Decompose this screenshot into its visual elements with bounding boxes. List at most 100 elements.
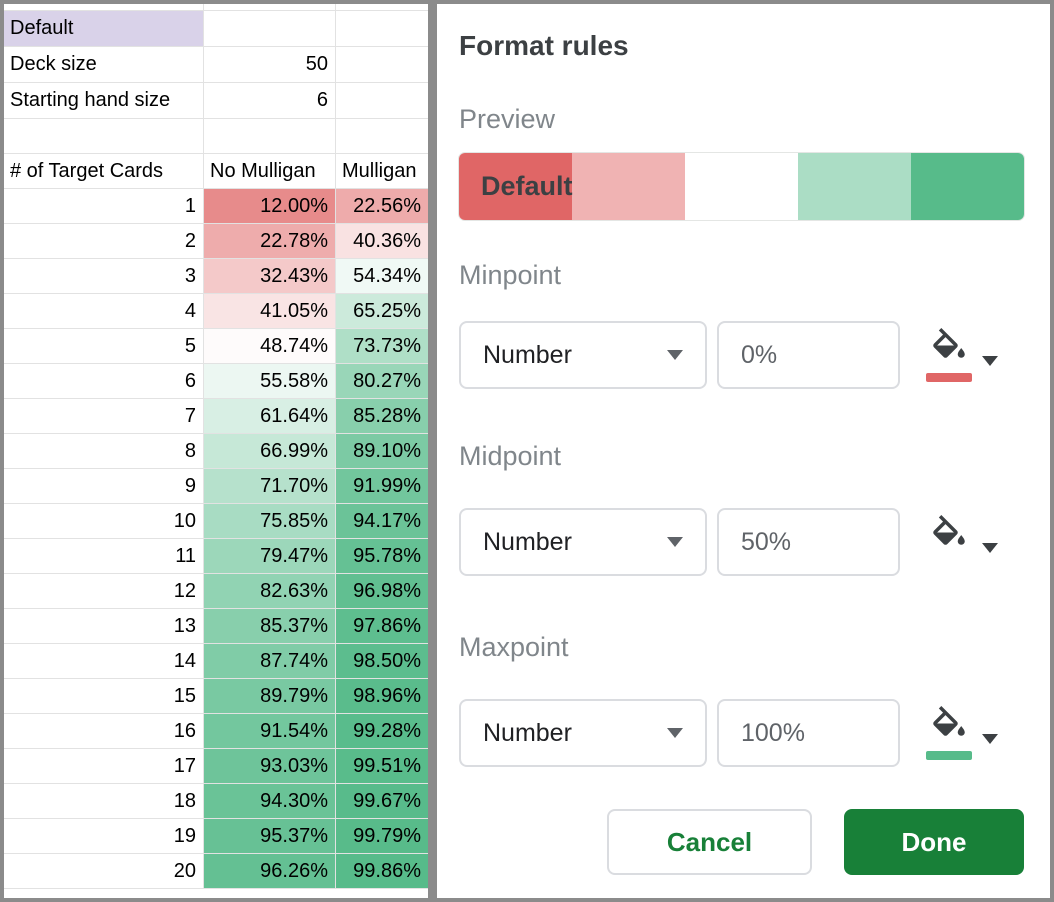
done-button[interactable]: Done (844, 809, 1024, 875)
cell-mulligan[interactable]: 98.50% (336, 644, 428, 678)
minpoint-value-input[interactable] (717, 321, 900, 389)
maxpoint-value-input[interactable] (717, 699, 900, 767)
cell-mulligan[interactable]: 97.86% (336, 609, 428, 643)
cell-no-mulligan[interactable]: 93.03% (204, 749, 336, 783)
cell-target-count[interactable]: 8 (4, 434, 204, 468)
table-row: 4 41.05% 65.25% (4, 294, 428, 329)
cell-mulligan[interactable]: 95.78% (336, 539, 428, 573)
cell-no-mulligan[interactable]: 89.79% (204, 679, 336, 713)
midpoint-type-dropdown[interactable]: Number (459, 508, 707, 576)
cell-empty[interactable] (336, 47, 428, 82)
spreadsheet: Default Deck size 50 Starting hand size … (4, 4, 428, 898)
cell-no-mulligan[interactable]: 79.47% (204, 539, 336, 573)
cell-no-mulligan[interactable]: 66.99% (204, 434, 336, 468)
header-no-mulligan[interactable]: No Mulligan (204, 154, 336, 188)
cell-mulligan[interactable]: 99.67% (336, 784, 428, 818)
cell-target-count[interactable]: 4 (4, 294, 204, 328)
cell-target-count[interactable]: 9 (4, 469, 204, 503)
cell-target-count[interactable]: 10 (4, 504, 204, 538)
midpoint-type-value: Number (483, 527, 572, 556)
cell-target-count[interactable]: 11 (4, 539, 204, 573)
cell-mulligan[interactable]: 85.28% (336, 399, 428, 433)
cell-mulligan[interactable]: 65.25% (336, 294, 428, 328)
cell-target-count[interactable]: 20 (4, 854, 204, 888)
cell-target-count[interactable]: 13 (4, 609, 204, 643)
cell-mulligan[interactable]: 73.73% (336, 329, 428, 363)
cell-mulligan[interactable]: 91.99% (336, 469, 428, 503)
cell-no-mulligan[interactable]: 95.37% (204, 819, 336, 853)
cell-no-mulligan[interactable]: 82.63% (204, 574, 336, 608)
table-row: 5 48.74% 73.73% (4, 329, 428, 364)
table-row: 17 93.03% 99.51% (4, 749, 428, 784)
maxpoint-type-dropdown[interactable]: Number (459, 699, 707, 767)
cell-mulligan[interactable]: 99.79% (336, 819, 428, 853)
cell-mulligan[interactable]: 98.96% (336, 679, 428, 713)
cell-target-count[interactable]: 19 (4, 819, 204, 853)
cell-deck-size-value[interactable]: 50 (204, 47, 336, 82)
header-target-cards[interactable]: # of Target Cards (4, 154, 204, 188)
cell-empty[interactable] (204, 11, 336, 46)
cell-target-count[interactable]: 1 (4, 189, 204, 223)
midpoint-fill-color-button[interactable] (926, 515, 998, 569)
panel-divider[interactable] (428, 4, 437, 898)
cell-mulligan[interactable]: 40.36% (336, 224, 428, 258)
cell-target-count[interactable]: 17 (4, 749, 204, 783)
cell-mulligan[interactable]: 89.10% (336, 434, 428, 468)
table-row: 7 61.64% 85.28% (4, 399, 428, 434)
cell-target-count[interactable]: 3 (4, 259, 204, 293)
table-row: 1 12.00% 22.56% (4, 189, 428, 224)
cell-mulligan[interactable]: 22.56% (336, 189, 428, 223)
cell-target-count[interactable]: 18 (4, 784, 204, 818)
table-row: 8 66.99% 89.10% (4, 434, 428, 469)
info-row-hand-size: Starting hand size 6 (4, 83, 428, 119)
table-row: 9 71.70% 91.99% (4, 469, 428, 504)
cell-no-mulligan[interactable]: 71.70% (204, 469, 336, 503)
cell-hand-size-label[interactable]: Starting hand size (4, 83, 204, 118)
cell-no-mulligan[interactable]: 55.58% (204, 364, 336, 398)
cell-no-mulligan[interactable]: 22.78% (204, 224, 336, 258)
midpoint-value-input[interactable] (717, 508, 900, 576)
panel-title: Format rules (459, 30, 629, 61)
cell-target-count[interactable]: 15 (4, 679, 204, 713)
cell-target-count[interactable]: 16 (4, 714, 204, 748)
cell-target-count[interactable]: 14 (4, 644, 204, 678)
cell-target-count[interactable]: 6 (4, 364, 204, 398)
cell-deck-size-label[interactable]: Deck size (4, 47, 204, 82)
cell-no-mulligan[interactable]: 61.64% (204, 399, 336, 433)
empty-row (4, 119, 428, 154)
cell-target-count[interactable]: 12 (4, 574, 204, 608)
cell-mulligan[interactable]: 96.98% (336, 574, 428, 608)
cell-target-count[interactable]: 5 (4, 329, 204, 363)
cell-mulligan[interactable]: 99.28% (336, 714, 428, 748)
table-row: 18 94.30% 99.67% (4, 784, 428, 819)
header-mulligan[interactable]: Mulligan (342, 160, 417, 182)
cell-no-mulligan[interactable]: 91.54% (204, 714, 336, 748)
cancel-button[interactable]: Cancel (607, 809, 812, 875)
cell-no-mulligan[interactable]: 48.74% (204, 329, 336, 363)
cell-no-mulligan[interactable]: 85.37% (204, 609, 336, 643)
cell-mulligan[interactable]: 99.86% (336, 854, 428, 888)
cell-empty[interactable] (336, 83, 428, 118)
cell-no-mulligan[interactable]: 87.74% (204, 644, 336, 678)
cell-no-mulligan[interactable]: 32.43% (204, 259, 336, 293)
cell-hand-size-value[interactable]: 6 (204, 83, 336, 118)
maxpoint-fill-color-button[interactable] (926, 706, 998, 760)
cell-target-count[interactable]: 2 (4, 224, 204, 258)
cell-no-mulligan[interactable]: 41.05% (204, 294, 336, 328)
cell-target-count[interactable]: 7 (4, 399, 204, 433)
cell-mulligan[interactable]: 99.51% (336, 749, 428, 783)
cell-mulligan[interactable]: 94.17% (336, 504, 428, 538)
cell-mulligan[interactable]: 80.27% (336, 364, 428, 398)
cell-default-label[interactable]: Default (4, 11, 204, 46)
minpoint-fill-color-button[interactable] (926, 328, 998, 382)
cell-mulligan[interactable]: 54.34% (336, 259, 428, 293)
cell-empty[interactable] (336, 11, 428, 46)
cell-no-mulligan[interactable]: 94.30% (204, 784, 336, 818)
table-row: 3 32.43% 54.34% (4, 259, 428, 294)
cell-no-mulligan[interactable]: 96.26% (204, 854, 336, 888)
chevron-down-icon (667, 350, 683, 360)
cell-no-mulligan[interactable]: 12.00% (204, 189, 336, 223)
minpoint-type-dropdown[interactable]: Number (459, 321, 707, 389)
cell-no-mulligan[interactable]: 75.85% (204, 504, 336, 538)
table-row: 15 89.79% 98.96% (4, 679, 428, 714)
